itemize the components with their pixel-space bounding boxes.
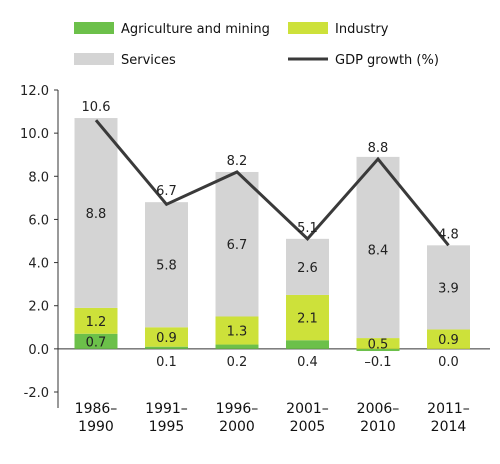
- legend: Agriculture and mining Industry Services GD…: [74, 22, 439, 68]
- agriculture-bar: [215, 344, 259, 349]
- agriculture-value-label: 0.4: [297, 355, 318, 370]
- agriculture-value-label: 0.0: [438, 355, 459, 370]
- agriculture-bar: [145, 346, 188, 349]
- gdp-growth-line: [94, 119, 450, 247]
- gdp-value-label: 5.1: [297, 221, 318, 236]
- gdp-value-label: 10.6: [82, 100, 111, 115]
- y-tick-label: -2.0: [24, 386, 49, 401]
- y-tick-label: 10.0: [20, 127, 49, 142]
- industry-value-label: 0.5: [368, 337, 389, 352]
- services-value-label: 3.9: [438, 281, 459, 296]
- services-value-label: 6.7: [227, 238, 248, 253]
- industry-value-label: 0.9: [156, 331, 177, 346]
- data-labels: 8.8 1.2 0.7 10.6 5.8 0.9 0.1 6.7 6.7 1.3 0.2 8.2 2.6…: [82, 100, 459, 370]
- x-tick-label: 1986– 1990: [75, 401, 118, 435]
- y-tick-label: 8.0: [28, 170, 49, 185]
- services-bar: [427, 245, 470, 330]
- legend-swatch-services: [74, 53, 114, 65]
- bars: [74, 118, 470, 352]
- industry-bar: [74, 307, 118, 334]
- industry-bar: [356, 338, 400, 349]
- y-tick-label: 4.0: [28, 257, 49, 272]
- x-tick-label: 1991– 1995: [145, 401, 188, 435]
- services-bar: [145, 202, 188, 328]
- gdp-line: [94, 119, 450, 247]
- axes: -2.0 0.0 2.0 4.0 6.0 8.0 10.0 12.0 1986– 1990 1991…: [20, 84, 490, 435]
- industry-value-label: 2.1: [297, 312, 318, 327]
- agriculture-bar: [356, 348, 400, 352]
- legend-label-industry: Industry: [335, 22, 389, 37]
- y-tick-label: 2.0: [28, 300, 49, 315]
- agriculture-value-label: 0.7: [86, 335, 107, 350]
- gdp-value-label: 8.2: [227, 154, 248, 169]
- services-value-label: 2.6: [297, 261, 318, 276]
- agriculture-value-label: 0.2: [227, 355, 248, 370]
- services-bar: [74, 118, 118, 308]
- industry-bar: [427, 329, 470, 349]
- gdp-value-label: 8.8: [368, 141, 389, 156]
- agriculture-value-label: 0.1: [156, 355, 177, 370]
- legend-swatch-agriculture-and-mining: [74, 22, 114, 34]
- services-bar: [356, 156, 400, 339]
- legend-label-services: Services: [121, 53, 176, 68]
- x-tick-label: 2001– 2005: [286, 401, 329, 435]
- industry-value-label: 0.9: [438, 333, 459, 348]
- legend-swatch-industry: [288, 22, 328, 34]
- services-value-label: 8.4: [368, 244, 389, 259]
- gdp-value-label: 6.7: [156, 184, 177, 199]
- industry-value-label: 1.2: [86, 315, 107, 330]
- services-bar: [215, 171, 259, 317]
- industry-value-label: 1.3: [227, 325, 248, 340]
- agriculture-bar: [74, 333, 118, 349]
- industry-bar: [286, 294, 329, 341]
- industry-bar: [215, 316, 259, 345]
- gdp-value-label: 4.8: [438, 227, 459, 242]
- x-tick-label: 2006– 2010: [357, 401, 400, 435]
- agriculture-value-label: –0.1: [364, 355, 391, 370]
- industry-bar: [145, 327, 188, 347]
- y-tick-label: 6.0: [28, 213, 49, 228]
- services-value-label: 5.8: [156, 259, 177, 274]
- x-tick-label: 1996– 2000: [216, 401, 259, 435]
- y-tick-label: 12.0: [20, 84, 49, 99]
- services-bar: [286, 238, 329, 295]
- legend-label-gdp-growth: GDP growth (%): [335, 53, 439, 68]
- x-tick-label: 2011– 2014: [427, 401, 470, 435]
- services-value-label: 8.8: [86, 207, 107, 222]
- y-tick-label: 0.0: [28, 343, 49, 358]
- agriculture-bar: [286, 340, 329, 349]
- legend-label-agriculture-and-mining: Agriculture and mining: [121, 22, 270, 37]
